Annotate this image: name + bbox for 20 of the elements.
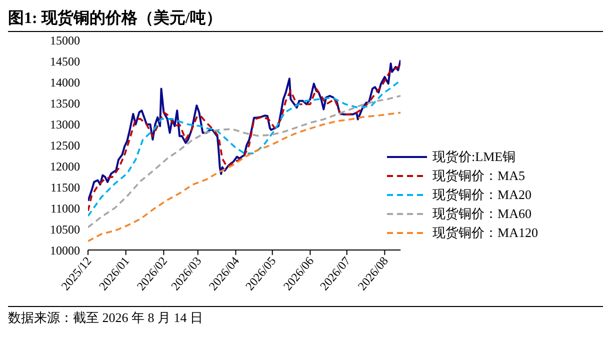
source-note: 数据来源：截至 2026 年 8 月 14 日 [8, 309, 603, 327]
legend-label: 现货铜价：MA20 [432, 186, 532, 204]
y-tick-label: 13500 [50, 96, 80, 110]
y-tick-label: 15000 [50, 33, 80, 48]
legend-label: 现货铜价：MA5 [432, 166, 525, 184]
y-tick-label: 14000 [50, 75, 80, 90]
legend-label: 现货铜价：MA60 [432, 204, 532, 222]
y-tick-label: 11500 [50, 180, 80, 194]
y-tick-label: 10500 [50, 222, 80, 236]
legend-label: 现货铜价：MA120 [432, 224, 538, 242]
chart-title: 图1: 现货铜的价格（美元/吨） [8, 8, 603, 32]
line-series [88, 94, 401, 228]
y-tick-label: 13000 [50, 117, 80, 132]
y-tick-label: 11000 [50, 201, 80, 216]
y-tick-label: 10000 [50, 243, 80, 258]
y-tick-label: 14500 [50, 54, 80, 68]
y-tick-label: 12000 [50, 159, 80, 174]
y-tick-label: 12500 [50, 138, 80, 152]
line-series [88, 112, 401, 242]
legend-label: 现货价:LME铜 [432, 148, 516, 166]
